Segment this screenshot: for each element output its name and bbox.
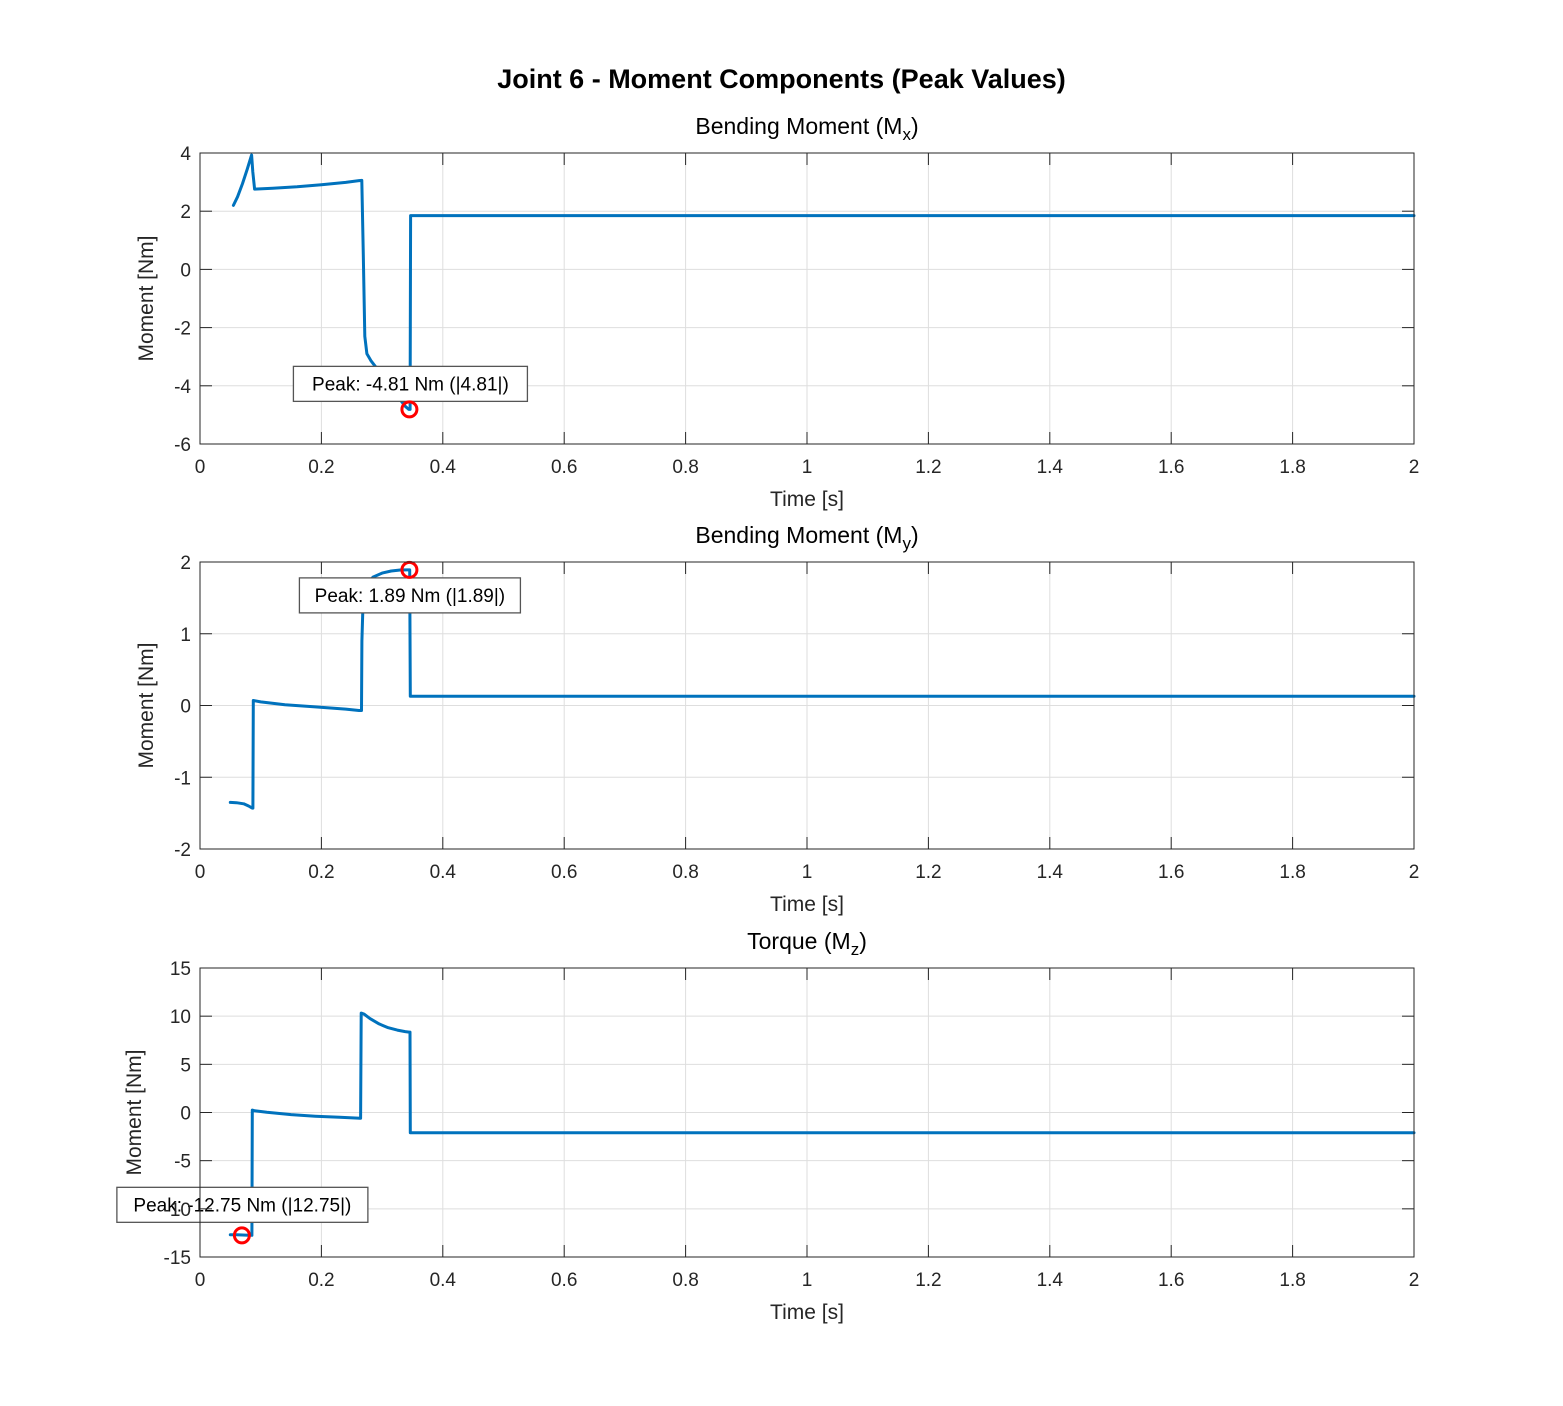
x-tick-label: 2 (1409, 457, 1420, 478)
x-tick-label: 0 (195, 862, 206, 883)
x-tick-label: 1.4 (1037, 862, 1064, 883)
x-tick-label: 0.4 (430, 1270, 457, 1291)
x-tick-label: 0.8 (672, 1270, 698, 1291)
x-tick-label: 1.4 (1037, 457, 1064, 478)
x-tick-label: 0.6 (551, 862, 577, 883)
x-tick-label: 1.8 (1279, 1270, 1305, 1291)
x-tick-label: 0.2 (308, 1270, 334, 1291)
x-tick-label: 1.2 (915, 457, 941, 478)
x-tick-label: 0 (195, 457, 206, 478)
x-tick-label: 2 (1409, 1270, 1420, 1291)
x-tick-label: 1.6 (1158, 457, 1184, 478)
y-tick-label: -15 (164, 1248, 191, 1269)
y-tick-label: 5 (180, 1055, 191, 1076)
y-tick-label: 0 (180, 1104, 191, 1125)
y-axis-label: Moment [Nm] (135, 235, 158, 361)
y-axis-label: Moment [Nm] (135, 642, 158, 768)
y-axis-label: Moment [Nm] (123, 1049, 146, 1175)
subplot-title: Torque (Mz) (747, 928, 867, 959)
bending-moment-mx-subplot: Peak: -4.81 Nm (|4.81|) 0 0.2 0.4 0.6 0.8 1 1.2… (135, 113, 1419, 511)
y-tick-label: -5 (174, 1152, 191, 1173)
y-tick-label: 2 (180, 553, 191, 574)
peak-marker (400, 400, 419, 419)
bending-moment-my-subplot: Peak: 1.89 Nm (|1.89|) 0 0.2 0.4 0.6 0.8 1 1.2 1… (135, 522, 1419, 916)
x-tick-label: 1.2 (915, 862, 941, 883)
y-tick-label: -1 (174, 768, 191, 789)
peak-annotation-label: Peak: 1.89 Nm (|1.89|) (315, 586, 505, 607)
y-tick-label: -2 (174, 840, 191, 861)
x-tick-label: 0.4 (430, 862, 457, 883)
x-tick-label: 0.4 (430, 457, 457, 478)
x-tick-label: 1.6 (1158, 862, 1184, 883)
x-tick-label: 1.4 (1037, 1270, 1064, 1291)
x-tick-label: 0.2 (308, 862, 334, 883)
peak-annotation-box (116, 1186, 369, 1223)
y-tick-label: 10 (170, 1007, 191, 1028)
x-axis-label: Time [s] (770, 1301, 844, 1324)
x-tick-label: 0.8 (672, 862, 698, 883)
x-tick-label: 0.2 (308, 457, 334, 478)
y-tick-label: -4 (174, 377, 191, 398)
x-tick-label: 0.8 (672, 457, 698, 478)
y-tick-label: -6 (174, 435, 191, 456)
peak-marker (232, 1226, 251, 1245)
figure-title: Joint 6 - Moment Components (Peak Values… (497, 64, 1066, 94)
subplot-title: Bending Moment (Mx) (695, 113, 918, 144)
torque-mz-subplot: Peak: -12.75 Nm (|12.75|) 0 0.2 0.4 0.6 0.8 1 1… (116, 928, 1420, 1324)
x-tick-label: 1 (802, 1270, 813, 1291)
peak-annotation-box (298, 577, 522, 614)
y-tick-label: -2 (174, 319, 191, 340)
x-tick-label: 1.8 (1279, 457, 1305, 478)
subplot-title: Bending Moment (My) (695, 522, 918, 553)
y-tick-label: 15 (170, 959, 191, 980)
mz-line (228, 1011, 1416, 1237)
x-tick-label: 0 (195, 1270, 206, 1291)
x-axis-label: Time [s] (770, 893, 844, 916)
y-tick-label: -10 (164, 1200, 191, 1221)
y-tick-label: 2 (180, 202, 191, 223)
x-tick-label: 1 (802, 862, 813, 883)
y-tick-label: 4 (180, 144, 191, 165)
peak-annotation-label: Peak: -4.81 Nm (|4.81|) (312, 374, 509, 395)
y-tick-label: 0 (180, 697, 191, 718)
y-tick-label: 0 (180, 260, 191, 281)
peak-annotation-label: Peak: -12.75 Nm (|12.75|) (133, 1195, 351, 1216)
x-tick-label: 1.8 (1279, 862, 1305, 883)
peak-annotation-box (292, 365, 529, 403)
x-tick-label: 1.6 (1158, 1270, 1184, 1291)
y-tick-label: 1 (180, 625, 191, 646)
x-tick-label: 0.6 (551, 1270, 577, 1291)
x-tick-label: 2 (1409, 862, 1420, 883)
x-tick-label: 1.2 (915, 1270, 941, 1291)
mx-line (231, 153, 1416, 411)
x-tick-label: 1 (802, 457, 813, 478)
x-axis-label: Time [s] (770, 488, 844, 511)
x-tick-label: 0.6 (551, 457, 577, 478)
